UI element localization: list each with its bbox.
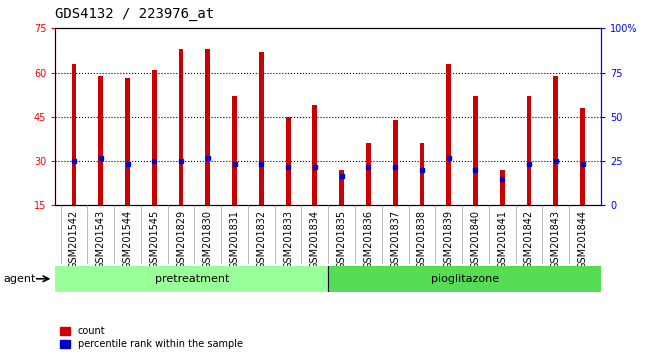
- Bar: [473, 96, 478, 205]
- Text: GSM201829: GSM201829: [176, 210, 186, 269]
- Text: GSM201839: GSM201839: [444, 210, 454, 269]
- Bar: [286, 117, 291, 205]
- Bar: [500, 170, 504, 205]
- Text: GSM201542: GSM201542: [69, 210, 79, 269]
- Text: GSM201544: GSM201544: [122, 210, 133, 269]
- Bar: [366, 143, 370, 205]
- Text: GSM201832: GSM201832: [256, 210, 266, 269]
- Text: GSM201843: GSM201843: [551, 210, 561, 269]
- Bar: [98, 75, 103, 205]
- Text: GSM201545: GSM201545: [150, 210, 159, 269]
- Bar: [393, 120, 398, 205]
- Text: GSM201836: GSM201836: [363, 210, 373, 269]
- Bar: [72, 64, 77, 205]
- Bar: [259, 52, 264, 205]
- Bar: [152, 70, 157, 205]
- Text: GSM201543: GSM201543: [96, 210, 106, 269]
- Text: pretreatment: pretreatment: [155, 274, 229, 284]
- Text: GSM201831: GSM201831: [229, 210, 240, 269]
- Bar: [580, 108, 585, 205]
- Bar: [553, 75, 558, 205]
- Text: GSM201842: GSM201842: [524, 210, 534, 269]
- Bar: [313, 105, 317, 205]
- Text: pioglitazone: pioglitazone: [431, 274, 499, 284]
- Bar: [179, 49, 183, 205]
- Text: GSM201834: GSM201834: [310, 210, 320, 269]
- Bar: [419, 143, 424, 205]
- Text: GSM201835: GSM201835: [337, 210, 346, 269]
- Bar: [339, 170, 344, 205]
- Bar: [232, 96, 237, 205]
- Bar: [328, 266, 601, 292]
- Text: GSM201830: GSM201830: [203, 210, 213, 269]
- Text: GSM201844: GSM201844: [577, 210, 588, 269]
- Text: agent: agent: [3, 274, 36, 284]
- Text: GSM201833: GSM201833: [283, 210, 293, 269]
- Text: GSM201838: GSM201838: [417, 210, 427, 269]
- Text: GSM201840: GSM201840: [471, 210, 480, 269]
- Text: GSM201841: GSM201841: [497, 210, 507, 269]
- Bar: [205, 49, 210, 205]
- Bar: [447, 64, 451, 205]
- Bar: [526, 96, 532, 205]
- Bar: [55, 266, 328, 292]
- Legend: count, percentile rank within the sample: count, percentile rank within the sample: [60, 326, 242, 349]
- Text: GDS4132 / 223976_at: GDS4132 / 223976_at: [55, 7, 214, 21]
- Text: GSM201837: GSM201837: [390, 210, 400, 269]
- Bar: [125, 79, 130, 205]
